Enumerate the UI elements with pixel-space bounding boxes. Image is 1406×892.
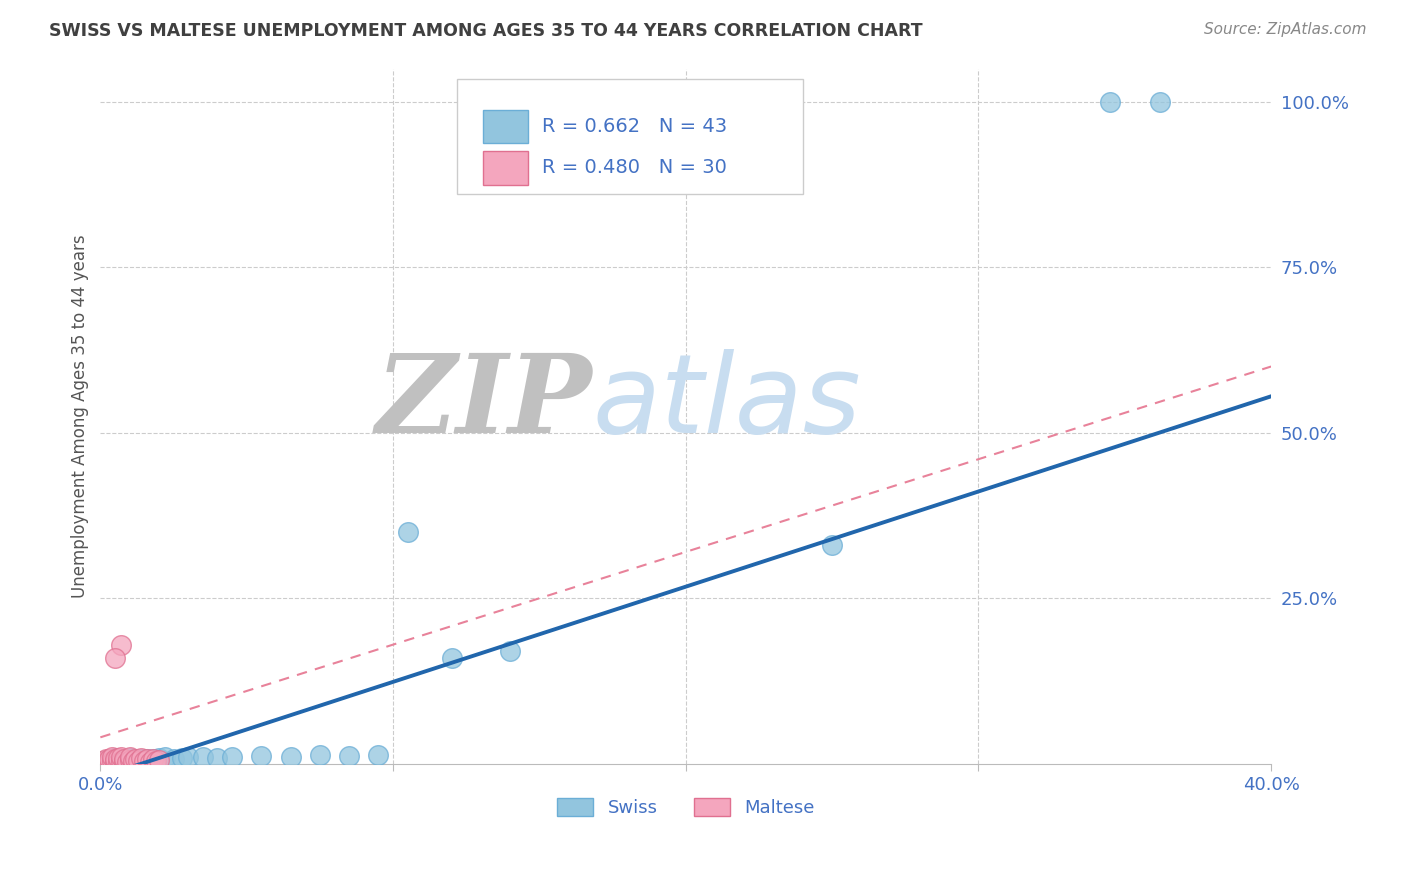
Point [131, 751, 153, 765]
Point [124, 754, 146, 768]
Point [142, 751, 165, 765]
Point [112, 751, 135, 765]
Point [110, 754, 132, 768]
Point [148, 751, 170, 765]
Point [98, 752, 121, 766]
Point [107, 751, 129, 765]
Point [110, 749, 132, 764]
Point [121, 754, 143, 768]
Point [124, 752, 146, 766]
Text: Source: ZipAtlas.com: Source: ZipAtlas.com [1204, 22, 1367, 37]
Point [134, 754, 156, 768]
FancyBboxPatch shape [457, 79, 803, 194]
Point [139, 755, 162, 769]
Point [499, 644, 522, 658]
Text: ZIP: ZIP [375, 349, 592, 456]
Point [112, 754, 135, 768]
Point [821, 538, 844, 552]
Point [139, 754, 162, 768]
FancyBboxPatch shape [484, 152, 527, 185]
Point [207, 751, 229, 765]
Point [134, 754, 156, 768]
Point [101, 755, 124, 769]
Point [91, 754, 114, 768]
Point [337, 748, 360, 763]
Point [115, 755, 138, 769]
Point [118, 750, 141, 764]
Point [131, 751, 153, 765]
Point [101, 750, 124, 764]
Point [121, 752, 143, 766]
Point [162, 751, 184, 765]
Point [104, 753, 127, 767]
Point [177, 750, 200, 764]
Point [91, 754, 114, 768]
Point [127, 754, 149, 768]
Point [96, 751, 118, 765]
Point [127, 753, 149, 767]
Point [136, 752, 159, 766]
Point [1149, 95, 1171, 109]
Point [112, 755, 135, 769]
Point [118, 753, 141, 767]
Point [367, 747, 389, 762]
Point [191, 749, 214, 764]
Point [98, 755, 121, 769]
Y-axis label: Unemployment Among Ages 35 to 44 years: Unemployment Among Ages 35 to 44 years [72, 235, 89, 598]
Point [153, 750, 176, 764]
Point [104, 751, 127, 765]
Point [1099, 95, 1122, 109]
Point [107, 755, 129, 769]
Point [309, 748, 332, 763]
Point [96, 754, 118, 768]
Point [96, 755, 118, 769]
Point [396, 524, 419, 539]
Text: R = 0.662   N = 43: R = 0.662 N = 43 [541, 117, 727, 136]
Point [115, 753, 138, 767]
Text: R = 0.480   N = 30: R = 0.480 N = 30 [541, 159, 727, 178]
Point [110, 752, 132, 766]
Point [145, 753, 167, 767]
Point [110, 638, 132, 652]
Point [136, 752, 159, 766]
Text: SWISS VS MALTESE UNEMPLOYMENT AMONG AGES 35 TO 44 YEARS CORRELATION CHART: SWISS VS MALTESE UNEMPLOYMENT AMONG AGES… [49, 22, 922, 40]
Point [142, 751, 165, 765]
Point [118, 751, 141, 765]
Point [118, 754, 141, 768]
FancyBboxPatch shape [484, 110, 527, 143]
Point [98, 752, 121, 766]
Point [107, 754, 129, 768]
Point [221, 750, 243, 764]
Point [440, 651, 463, 665]
Point [112, 751, 135, 765]
Point [104, 651, 127, 665]
Legend: Swiss, Maltese: Swiss, Maltese [550, 790, 821, 824]
Point [280, 749, 302, 764]
Point [172, 751, 194, 765]
Point [104, 754, 127, 768]
Point [145, 754, 167, 768]
Point [104, 751, 127, 765]
Point [98, 754, 121, 768]
Text: atlas: atlas [592, 349, 860, 456]
Point [148, 753, 170, 767]
Point [110, 754, 132, 768]
Point [101, 754, 124, 768]
Point [250, 748, 273, 763]
